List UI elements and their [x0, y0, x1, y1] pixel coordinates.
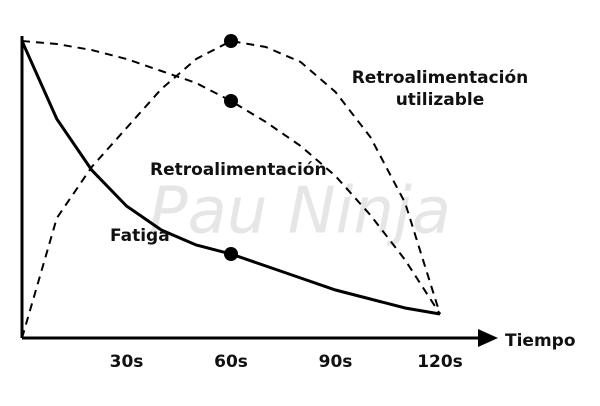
x-tick-label: 90s: [319, 352, 353, 372]
highlight-point: [224, 247, 238, 261]
x-tick-label: 60s: [214, 352, 248, 372]
watermark: Pau Ninja: [149, 175, 451, 249]
series-label: Retroalimentación: [150, 160, 327, 180]
x-axis-arrow: [478, 329, 498, 347]
highlight-point: [224, 94, 238, 108]
x-tick-label: 120s: [417, 352, 463, 372]
series-label: Fatiga: [110, 226, 170, 246]
series-line: [21, 40, 441, 315]
x-tick-label: 30s: [110, 352, 144, 372]
series-line: [21, 39, 441, 339]
series-label: Retroalimentación utilizable: [352, 68, 529, 110]
x-axis-label: Tiempo: [505, 331, 576, 351]
highlight-point: [224, 34, 238, 48]
